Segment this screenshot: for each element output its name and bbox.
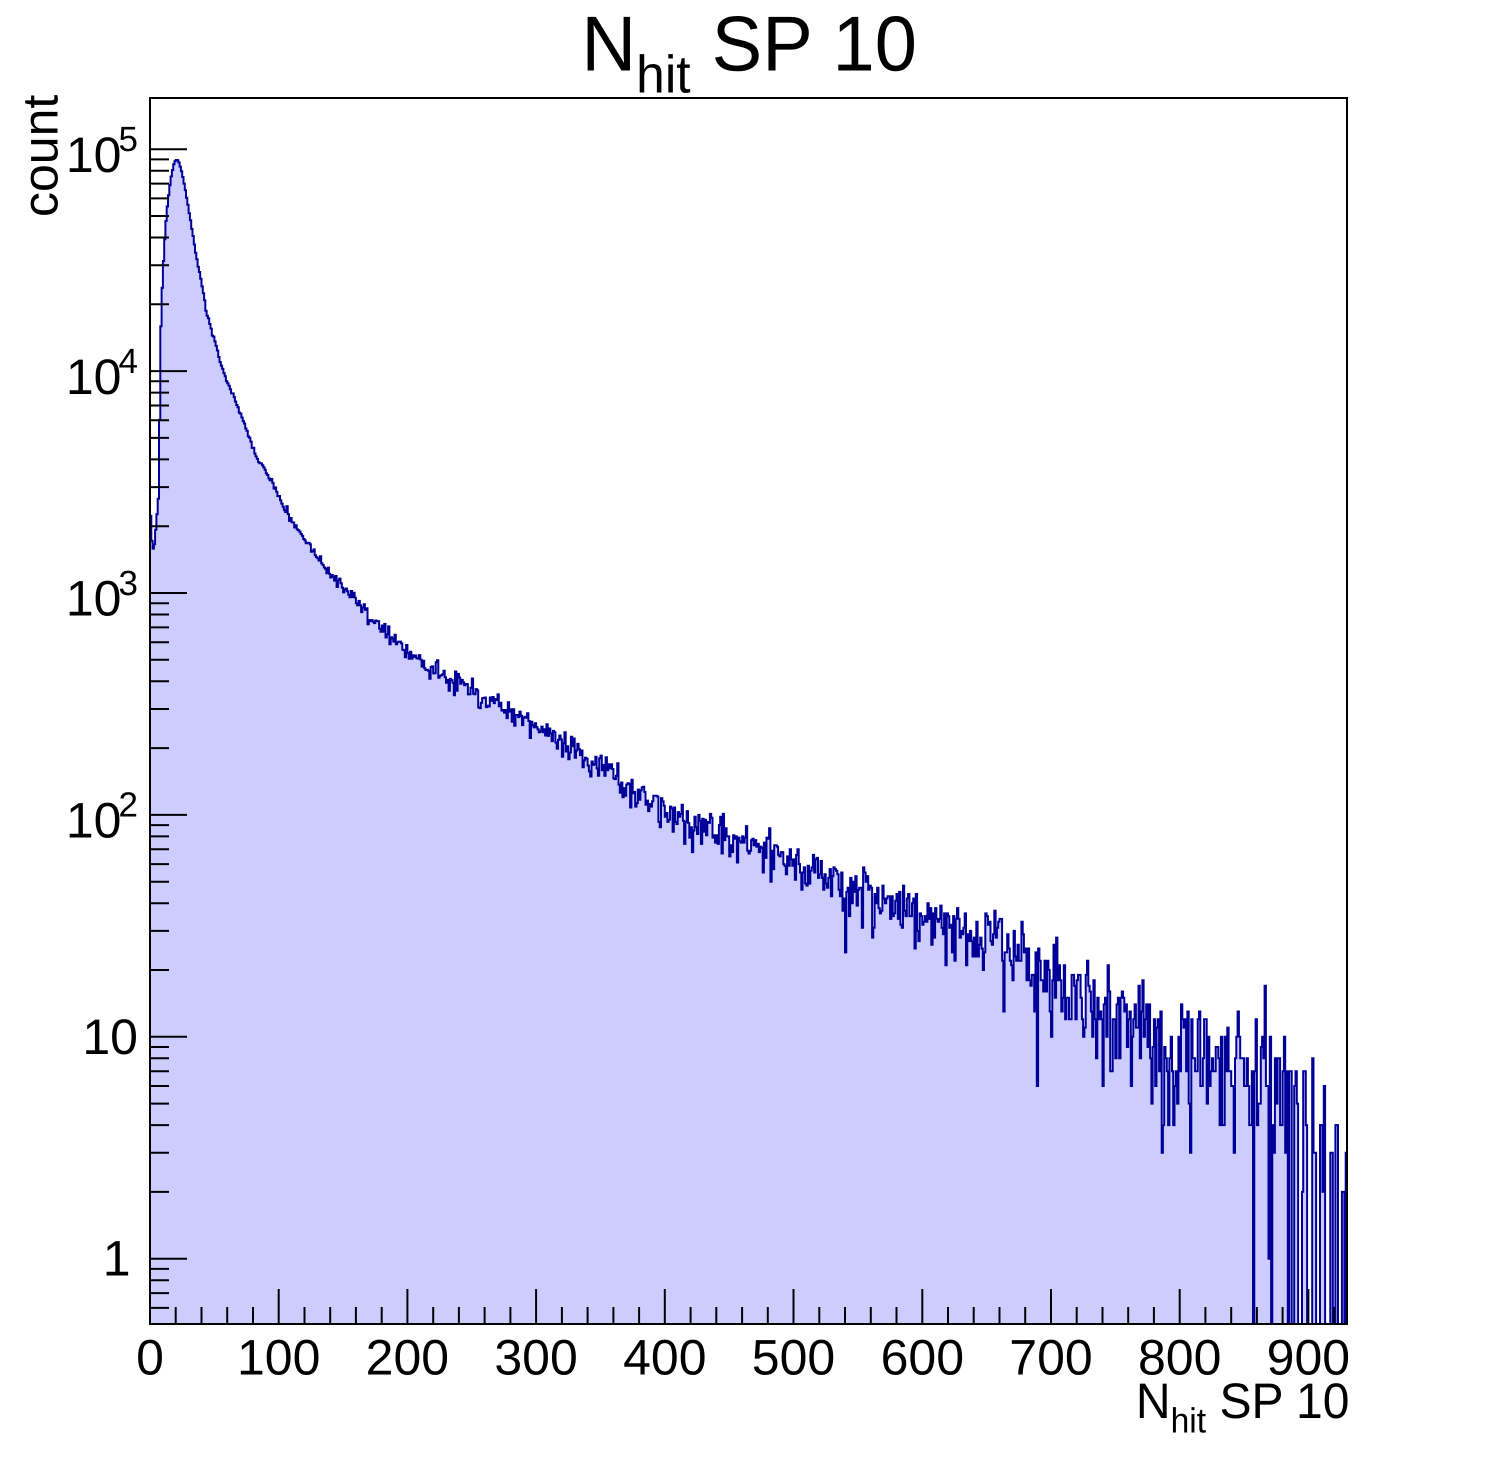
- svg-text:2: 2: [119, 786, 138, 825]
- svg-text:500: 500: [752, 1330, 835, 1386]
- svg-text:10: 10: [66, 793, 122, 849]
- svg-text:10: 10: [66, 349, 122, 405]
- svg-text:800: 800: [1138, 1330, 1221, 1386]
- svg-text:900: 900: [1267, 1330, 1350, 1386]
- svg-text:4: 4: [119, 342, 138, 381]
- svg-text:10: 10: [82, 1009, 138, 1065]
- svg-text:5: 5: [119, 120, 138, 159]
- svg-text:200: 200: [366, 1330, 449, 1386]
- svg-text:1: 1: [103, 1231, 131, 1287]
- svg-text:700: 700: [1009, 1330, 1092, 1386]
- svg-text:10: 10: [66, 127, 122, 183]
- svg-text:400: 400: [623, 1330, 706, 1386]
- svg-text:300: 300: [494, 1330, 577, 1386]
- svg-text:3: 3: [119, 564, 138, 603]
- svg-text:10: 10: [66, 571, 122, 627]
- svg-text:count: count: [13, 95, 69, 217]
- svg-text:600: 600: [881, 1330, 964, 1386]
- svg-text:100: 100: [237, 1330, 320, 1386]
- svg-text:0: 0: [136, 1330, 164, 1386]
